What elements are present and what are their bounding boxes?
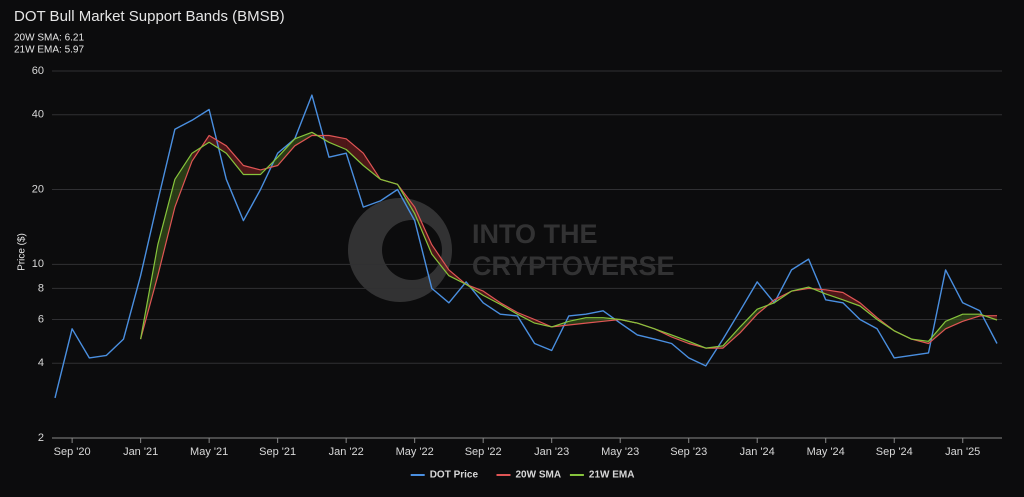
watermark: INTO THE CRYPTOVERSE xyxy=(348,198,675,302)
x-tick-label: May '22 xyxy=(396,446,434,458)
x-tick-label: Jan '23 xyxy=(534,446,569,458)
x-tick-label: Jan '21 xyxy=(123,446,158,458)
legend-label: 20W SMA xyxy=(516,470,562,481)
band-fill xyxy=(842,292,860,306)
band-fill xyxy=(431,244,449,276)
band-fill xyxy=(311,132,330,143)
subtitle: 20W SMA: 6.21 xyxy=(14,33,84,44)
y-tick-label: 20 xyxy=(32,183,44,195)
x-tick-label: Sep '22 xyxy=(465,446,502,458)
watermark-text: INTO THE xyxy=(472,219,598,249)
legend-label: 21W EMA xyxy=(589,470,635,481)
x-tick-label: May '21 xyxy=(190,446,228,458)
band-fill xyxy=(329,135,347,150)
subtitle: 21W EMA: 5.97 xyxy=(14,45,84,56)
band-fill xyxy=(585,317,604,324)
band-fill xyxy=(945,314,963,329)
x-tick-label: May '23 xyxy=(601,446,639,458)
series-line xyxy=(140,134,998,349)
band-fill xyxy=(277,138,295,166)
x-tick-label: Sep '20 xyxy=(54,446,91,458)
y-tick-label: 6 xyxy=(38,313,44,325)
band-fill xyxy=(157,179,175,276)
y-tick-label: 10 xyxy=(32,258,44,270)
x-tick-label: Sep '21 xyxy=(259,446,296,458)
x-tick-label: Jan '25 xyxy=(945,446,980,458)
series-line xyxy=(54,94,998,399)
watermark-logo xyxy=(348,198,452,302)
y-tick-label: 4 xyxy=(38,357,44,369)
legend-label: DOT Price xyxy=(430,470,479,481)
x-tick-label: Sep '23 xyxy=(670,446,707,458)
x-tick-label: Jan '24 xyxy=(740,446,775,458)
y-axis-label: Price ($) xyxy=(17,233,28,271)
y-tick-label: 40 xyxy=(32,109,44,121)
y-tick-label: 8 xyxy=(38,282,44,294)
series-line xyxy=(140,131,998,349)
x-tick-label: May '24 xyxy=(807,446,845,458)
band-fill xyxy=(414,207,432,255)
band-fill xyxy=(346,138,364,166)
x-tick-label: Sep '24 xyxy=(876,446,913,458)
band-fill xyxy=(243,165,261,175)
watermark-text: CRYPTOVERSE xyxy=(472,251,675,281)
band-fill xyxy=(740,309,758,333)
band-fill xyxy=(174,153,193,208)
y-tick-label: 60 xyxy=(32,65,44,77)
x-tick-label: Jan '22 xyxy=(329,446,364,458)
band-fill xyxy=(294,132,312,146)
y-tick-label: 2 xyxy=(38,432,44,444)
band-fill xyxy=(226,145,244,175)
chart-title: DOT Bull Market Support Bands (BMSB) xyxy=(14,8,285,25)
